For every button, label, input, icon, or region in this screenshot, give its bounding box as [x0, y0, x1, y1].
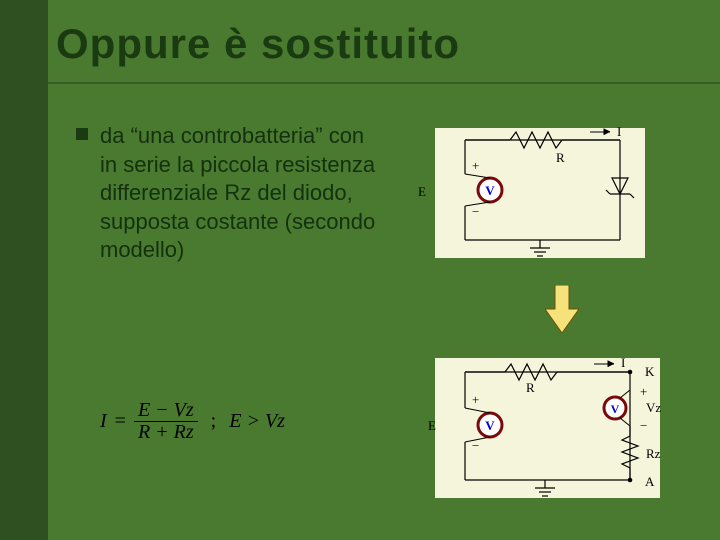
- voltmeter-icon: V: [478, 413, 502, 437]
- plus-icon: +: [472, 392, 479, 407]
- label-K: K: [645, 364, 655, 379]
- voltmeter-icon: V: [478, 178, 502, 202]
- eq-lhs: I: [100, 410, 107, 433]
- label-I: I: [617, 124, 621, 139]
- circuit2-bg: [435, 358, 660, 498]
- label-R: R: [526, 380, 535, 395]
- minus-icon: −: [472, 204, 479, 219]
- label-Rz: Rz: [646, 446, 661, 461]
- svg-text:V: V: [485, 183, 495, 198]
- eq-fraction: E − Vz R + Rz: [134, 400, 198, 443]
- plus-icon: +: [472, 158, 479, 173]
- voltmeter-icon: V: [604, 397, 626, 419]
- body-text: da “una controbatteria” con in serie la …: [100, 122, 380, 265]
- bullet-icon: [76, 128, 88, 140]
- label-R: R: [556, 150, 565, 165]
- left-accent-bar: [0, 0, 48, 540]
- slide-title: Oppure è sostituito: [56, 20, 460, 68]
- eq-sep: ;: [206, 410, 222, 433]
- label-E: E: [428, 418, 436, 433]
- eq-cond: E > Vz: [229, 410, 285, 433]
- svg-text:V: V: [485, 418, 495, 433]
- label-A: A: [645, 474, 655, 489]
- circuit-2: R I K A + − E V + V Vz −: [410, 350, 690, 510]
- equation: I = E − Vz R + Rz ; E > Vz: [100, 400, 285, 443]
- minus-icon: −: [640, 418, 647, 433]
- slide: Oppure è sostituito da “una controbatter…: [0, 0, 720, 540]
- eq-eq: =: [115, 410, 126, 433]
- label-Vz: Vz: [646, 400, 661, 415]
- eq-num: E − Vz: [134, 400, 198, 422]
- label-E: E: [418, 184, 426, 199]
- circuit-1: R I + − E V: [410, 120, 670, 270]
- svg-text:V: V: [611, 402, 620, 416]
- label-I: I: [621, 355, 625, 370]
- eq-den: R + Rz: [134, 422, 198, 443]
- plus-icon: +: [640, 384, 647, 399]
- down-arrow-icon: [545, 285, 579, 333]
- title-underline: [48, 82, 720, 84]
